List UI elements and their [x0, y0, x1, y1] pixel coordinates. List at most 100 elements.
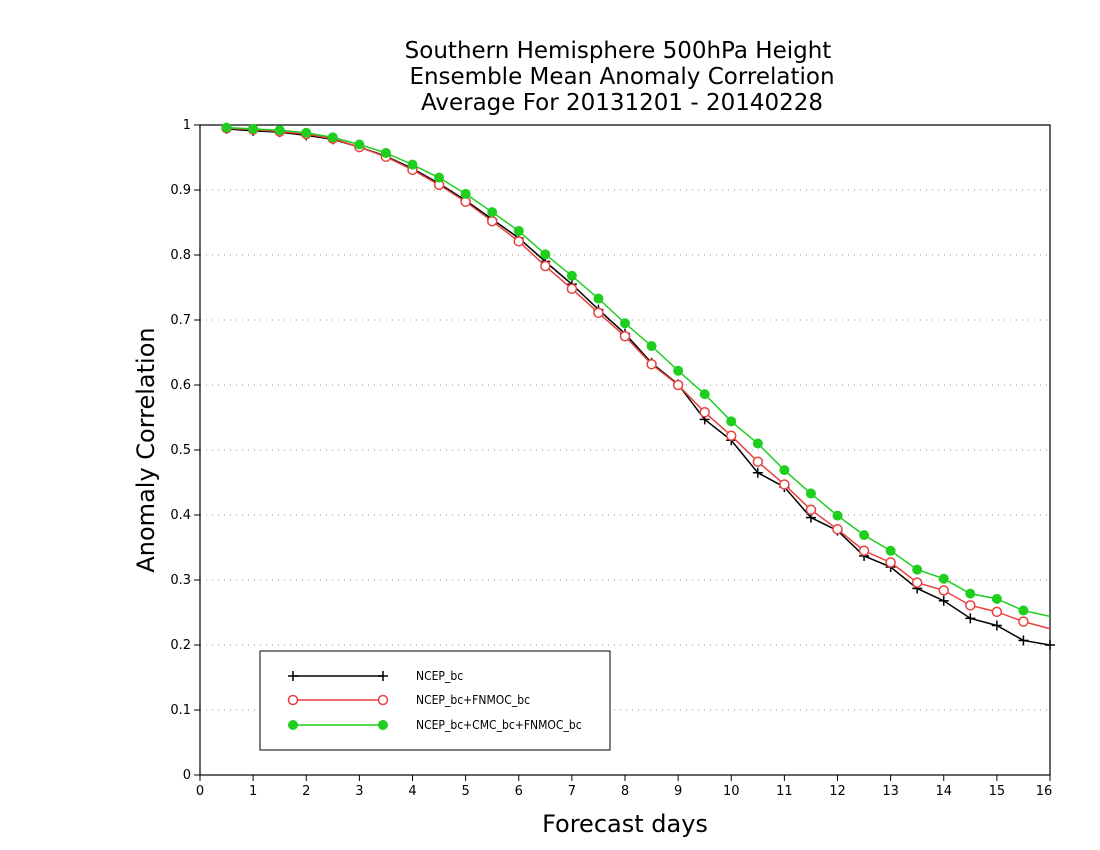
data-point-filled-circle: [620, 318, 630, 329]
legend-label: NCEP_bc+CMC_bc+FNMOC_bc: [416, 718, 582, 732]
x-tick-label: 0: [196, 784, 204, 799]
data-point-filled-circle: [434, 172, 445, 183]
series-group: [221, 122, 1055, 650]
y-tick-label: 0.6: [170, 378, 191, 393]
data-point-open-circle: [858, 545, 870, 556]
data-point-filled-circle: [938, 573, 949, 584]
data-point-open-circle: [513, 236, 524, 247]
data-point-filled-circle: [380, 147, 391, 158]
legend-entry-0: NCEP_bc: [288, 669, 463, 683]
data-point-filled-circle: [274, 125, 285, 136]
chart-title: Southern Hemisphere 500hPa Height Ensemb…: [405, 38, 835, 116]
data-point-filled-circle: [779, 465, 790, 476]
data-point-plus: [991, 620, 1002, 631]
data-point-filled-circle: [593, 293, 604, 304]
data-point-open-circle: [1018, 616, 1029, 627]
gridlines: [200, 189, 1050, 711]
data-point-open-circle: [885, 557, 896, 568]
data-point-filled-circle: [805, 488, 816, 499]
data-point-open-circle: [566, 283, 578, 295]
data-point-filled-circle: [566, 270, 577, 281]
data-point-plus: [752, 467, 763, 478]
x-tick-label: 14: [935, 784, 952, 799]
y-tick-label: 0.5: [170, 443, 191, 458]
x-tick-label: 9: [674, 784, 682, 799]
y-tick-label: 0.2: [170, 638, 191, 653]
x-tick-label: 7: [568, 784, 576, 799]
data-point-plus: [938, 595, 949, 606]
data-point-open-circle: [752, 456, 764, 467]
x-tick-label: 16: [1036, 784, 1053, 799]
data-point-open-circle: [540, 260, 551, 272]
data-point-filled-circle: [248, 123, 259, 134]
data-point-plus: [1045, 640, 1055, 650]
series-line: [226, 126, 1051, 618]
data-point-plus: [288, 671, 298, 681]
data-point-open-circle: [672, 379, 684, 391]
data-point-open-circle: [287, 694, 299, 706]
y-tick-label: 0.8: [170, 248, 191, 263]
series-line: [226, 127, 1051, 630]
data-point-open-circle: [832, 524, 843, 535]
y-tick-label: 0: [183, 768, 191, 783]
data-point-open-circle: [486, 215, 498, 227]
data-point-filled-circle: [885, 545, 896, 556]
series-0: [221, 123, 1055, 650]
x-tick-label: 10: [723, 784, 740, 799]
data-point-filled-circle: [221, 122, 232, 133]
y-tick-label: 0.1: [170, 703, 191, 718]
data-point-filled-circle: [965, 588, 976, 599]
data-point-filled-circle: [912, 564, 923, 575]
legend-label: NCEP_bc+FNMOC_bc: [416, 693, 530, 707]
data-point-filled-circle: [327, 132, 338, 143]
x-tick-label: 8: [621, 784, 629, 799]
data-point-filled-circle: [991, 593, 1002, 604]
data-point-filled-circle: [407, 159, 418, 170]
data-point-filled-circle: [726, 416, 737, 427]
data-point-filled-circle: [859, 530, 870, 541]
data-point-filled-circle: [513, 225, 524, 236]
title-line-3: Average For 20131201 - 20140228: [421, 90, 823, 116]
y-tick-label: 0.4: [170, 508, 191, 523]
y-tick-label: 0.9: [170, 183, 191, 198]
data-point-plus: [378, 671, 388, 681]
data-point-open-circle: [377, 694, 389, 706]
data-point-open-circle: [593, 307, 604, 319]
data-point-filled-circle: [699, 389, 710, 400]
data-point-open-circle: [991, 606, 1003, 618]
y-tick-label: 0.3: [170, 573, 191, 588]
series-2: [221, 122, 1051, 618]
data-point-open-circle: [965, 600, 976, 611]
title-line-1: Southern Hemisphere 500hPa Height: [405, 38, 832, 64]
data-point-open-circle: [646, 358, 657, 370]
data-point-open-circle: [779, 479, 790, 490]
legend-entry-2: NCEP_bc+CMC_bc+FNMOC_bc: [288, 718, 582, 732]
data-point-open-circle: [699, 407, 710, 418]
x-tick-label: 13: [882, 784, 899, 799]
x-tick-label: 6: [515, 784, 523, 799]
x-tick-label: 2: [302, 784, 310, 799]
y-tick-label: 1: [183, 118, 191, 133]
data-point-open-circle: [938, 585, 949, 596]
y-tick-label: 0.7: [170, 313, 191, 328]
legend-label: NCEP_bc: [416, 669, 463, 683]
x-tick-label: 4: [408, 784, 416, 799]
x-tick-label: 11: [776, 784, 793, 799]
data-point-filled-circle: [301, 127, 312, 138]
series-1: [221, 123, 1051, 630]
data-point-open-circle: [911, 577, 923, 588]
data-point-open-circle: [805, 504, 817, 516]
x-tick-label: 12: [829, 784, 846, 799]
x-tick-label: 3: [355, 784, 363, 799]
title-line-2: Ensemble Mean Anomaly Correlation: [409, 64, 834, 90]
data-point-plus: [1018, 635, 1029, 646]
data-point-filled-circle: [288, 720, 298, 730]
plot-frame: [199, 124, 1051, 776]
data-point-filled-circle: [752, 438, 763, 449]
data-point-open-circle: [726, 430, 737, 441]
data-point-filled-circle: [354, 139, 365, 150]
data-point-filled-circle: [832, 510, 843, 521]
legend-entry-1: NCEP_bc+FNMOC_bc: [287, 693, 530, 707]
data-point-filled-circle: [1018, 605, 1029, 616]
